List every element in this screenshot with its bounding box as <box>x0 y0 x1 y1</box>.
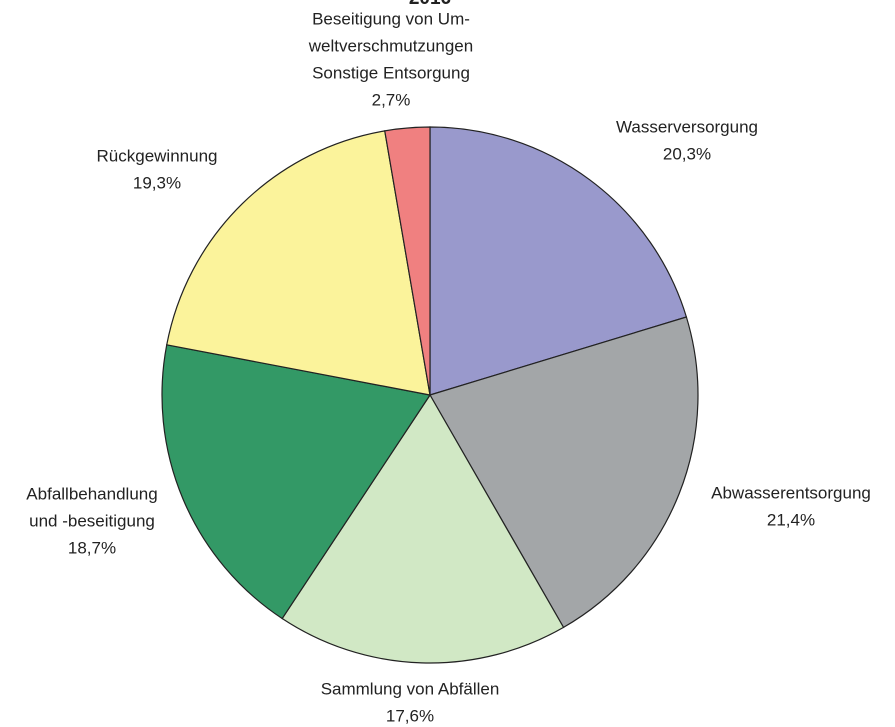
value-label: 20,3% <box>663 144 711 163</box>
pie-slice <box>429 126 688 396</box>
slice-label: Abfallbehandlung <box>26 484 157 503</box>
chart-title: 2016 <box>409 0 451 9</box>
slice-label: Beseitigung von Um- <box>312 9 470 28</box>
value-label: 18,7% <box>68 538 116 557</box>
pie-slice <box>166 130 431 396</box>
value-label: 19,3% <box>133 173 181 192</box>
pie-slice <box>429 316 699 629</box>
value-label: 17,6% <box>386 706 434 725</box>
slice-label: weltverschmutzungen <box>308 36 473 55</box>
slice-label: Sonstige Entsorgung <box>312 63 470 82</box>
value-label: 21,4% <box>767 510 815 529</box>
slice-label: Sammlung von Abfällen <box>321 679 500 698</box>
pie-slice <box>161 344 431 620</box>
slice-label: Wasserversorgung <box>616 117 758 136</box>
pie-slice <box>281 393 565 664</box>
value-label: 2,7% <box>372 90 411 109</box>
slice-label: und -beseitigung <box>29 511 155 530</box>
pie-slice <box>384 126 431 396</box>
slice-label: Rückgewinnung <box>97 146 218 165</box>
slice-label: Abwasserentsorgung <box>711 483 871 502</box>
